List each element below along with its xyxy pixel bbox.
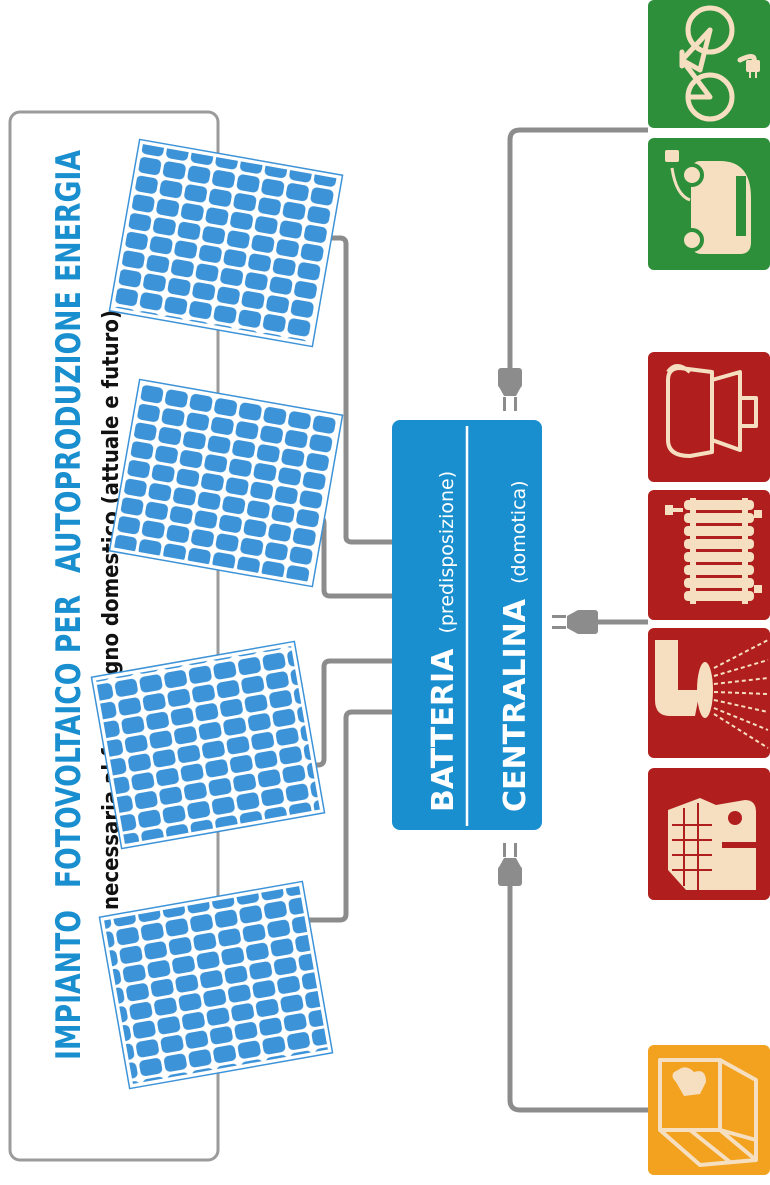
title-block: IMPIANTO FOTOVOLTAICO PER AUTOPRODUZIONE… xyxy=(49,149,89,1060)
title-part-2: FOTOVOLTAICO PER xyxy=(49,595,89,888)
house-icon xyxy=(668,798,756,890)
title-part-3: AUTOPRODUZIONE ENERGIA xyxy=(49,149,89,572)
solar-panel-2 xyxy=(108,378,344,588)
title-frame xyxy=(8,110,220,1162)
solar-panel-3 xyxy=(90,640,326,850)
wire-orange xyxy=(507,880,648,1113)
bicycle-icon xyxy=(679,5,757,122)
tile-electric-car xyxy=(648,138,770,270)
solar-panel-1 xyxy=(108,138,344,348)
plug-bottom-icon xyxy=(498,843,522,886)
hub-batteria-bold: BATTERIA xyxy=(426,648,461,812)
solar-panel-4 xyxy=(98,880,334,1090)
hub-batteria: BATTERIA (predisposizione) xyxy=(426,471,461,812)
wire-panel-3 xyxy=(293,658,393,768)
plug-green-icon xyxy=(746,60,760,78)
radiator-icon xyxy=(665,498,762,604)
hub-batteria-light: (predisposizione) xyxy=(436,471,458,634)
wire-green xyxy=(507,127,648,372)
tile-laptop xyxy=(648,1045,770,1175)
hub-box: BATTERIA (predisposizione) CENTRALINA (d… xyxy=(392,420,542,830)
title-line: IMPIANTO FOTOVOLTAICO PER AUTOPRODUZIONE… xyxy=(49,149,89,1060)
tile-coffee-maker xyxy=(648,352,770,482)
wire-panel-4 xyxy=(298,709,393,923)
hub-centralina-light: (domotica) xyxy=(508,480,530,583)
tile-shower xyxy=(648,628,770,758)
laptop-screen-cloud xyxy=(672,1067,706,1096)
coffee-maker-icon xyxy=(666,364,758,458)
tile-house xyxy=(648,768,770,900)
title-part-1: IMPIANTO xyxy=(49,910,89,1060)
hub-centralina-bold: CENTRALINA xyxy=(498,598,533,812)
hub-centralina: CENTRALINA (domotica) xyxy=(498,480,533,812)
electric-car-icon xyxy=(665,150,753,256)
tile-bicycle xyxy=(648,0,770,128)
wire-panel-1 xyxy=(300,235,393,545)
plug-right-icon xyxy=(552,610,598,634)
shower-icon xyxy=(655,639,769,749)
laptop-icon xyxy=(658,1058,758,1167)
plug-top-icon xyxy=(498,368,522,411)
tile-radiator xyxy=(648,490,770,620)
output-wires xyxy=(507,127,648,1113)
